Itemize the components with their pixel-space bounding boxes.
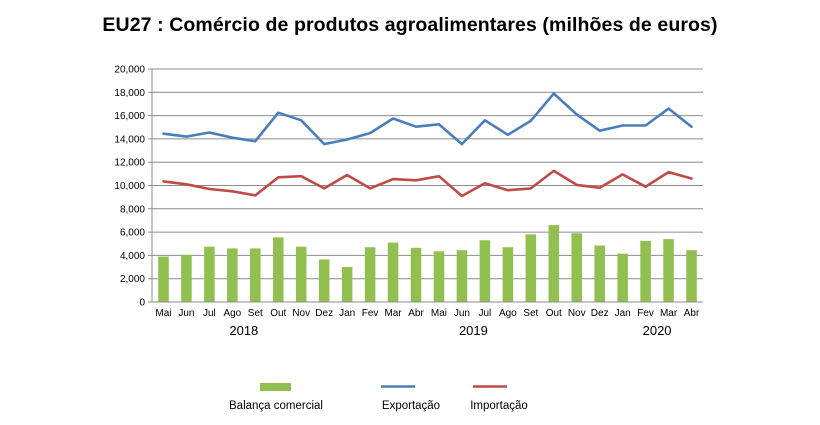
bar [502,247,514,302]
axes [151,69,703,303]
bar [525,234,537,302]
x-tick-label: Mar [384,308,402,319]
x-tick-label: Jul [478,308,491,319]
bar [433,251,445,302]
x-tick-label: Dez [315,308,333,319]
y-tick-label: 16,000 [114,111,145,122]
bar [295,246,307,302]
x-tick-label: Out [270,308,286,319]
bar [548,225,560,302]
series-line-importa-o [162,169,693,198]
legend-label: Balança comercial [229,400,323,412]
bar [571,233,583,302]
bar [594,245,605,302]
bar [456,250,468,302]
year-label: 2020 [643,323,672,338]
x-tick-label: Set [523,308,538,319]
bar [387,242,399,302]
x-tick-label: Out [546,308,562,319]
x-tick-label: Jul [203,308,216,319]
y-tick-label: 10,000 [114,181,145,192]
y-axis-tick-labels: 0 2,000 4,000 6,000 8,000 10,000 12,000 14,000 1… [114,65,145,309]
legend: Balança comercial Exportação Importação [229,383,528,412]
x-tick-label: Jan [615,308,631,319]
bar [250,248,261,302]
legend-swatch-bar [260,383,291,391]
x-tick-label: Ago [499,308,517,319]
y-tick-label: 14,000 [114,134,145,145]
x-tick-label: Mai [431,308,447,319]
y-tick-label: 2,000 [120,274,145,285]
bar [341,267,353,302]
bar [479,240,491,302]
x-axis-tick-labels: Mai Jun Jul Ago Set Out Nov Dez Jan Fev Mar Abr Mai J… [155,308,700,319]
bar [204,246,215,302]
bar [318,259,330,302]
x-tick-label: Mai [155,308,171,319]
legend-label: Exportação [382,400,440,412]
chart-title: EU27 : Comércio de produtos agroalimenta… [102,14,718,36]
bar [181,254,192,302]
y-tick-label: 12,000 [114,158,145,169]
bar [686,250,697,302]
y-tick-label: 0 [139,298,145,309]
bars-balanca-comercial [158,225,697,302]
bar [640,240,651,302]
year-labels: 2018 2019 2020 [229,323,671,338]
y-tick-label: 8,000 [120,204,145,215]
legend-label: Importação [470,400,528,412]
year-label: 2018 [229,323,258,338]
x-tick-label: Set [248,308,263,319]
bar [617,253,628,302]
y-tick-label: 18,000 [114,88,145,99]
bar [364,247,376,302]
series-lines [162,92,693,198]
x-tick-label: Jan [339,308,355,319]
x-tick-label: Jun [454,308,470,319]
x-tick-label: Ago [223,308,241,319]
x-tick-label: Fev [637,308,654,319]
y-tick-label: 4,000 [120,251,145,262]
x-tick-label: Mar [660,308,678,319]
x-tick-label: Nov [292,308,310,319]
x-tick-label: Dez [591,308,609,319]
bar [663,239,674,302]
x-tick-label: Abr [684,308,700,319]
series-line-exporta-o [162,92,693,146]
x-tick-label: Abr [408,308,424,319]
bar [272,237,284,302]
year-label: 2019 [459,323,488,338]
bar [158,256,169,302]
y-tick-label: 6,000 [120,228,145,239]
bar [410,247,422,302]
x-tick-label: Nov [568,308,586,319]
bar [227,248,238,302]
y-tick-label: 20,000 [114,65,145,76]
x-tick-label: Fev [362,308,379,319]
x-tick-label: Jun [178,308,194,319]
